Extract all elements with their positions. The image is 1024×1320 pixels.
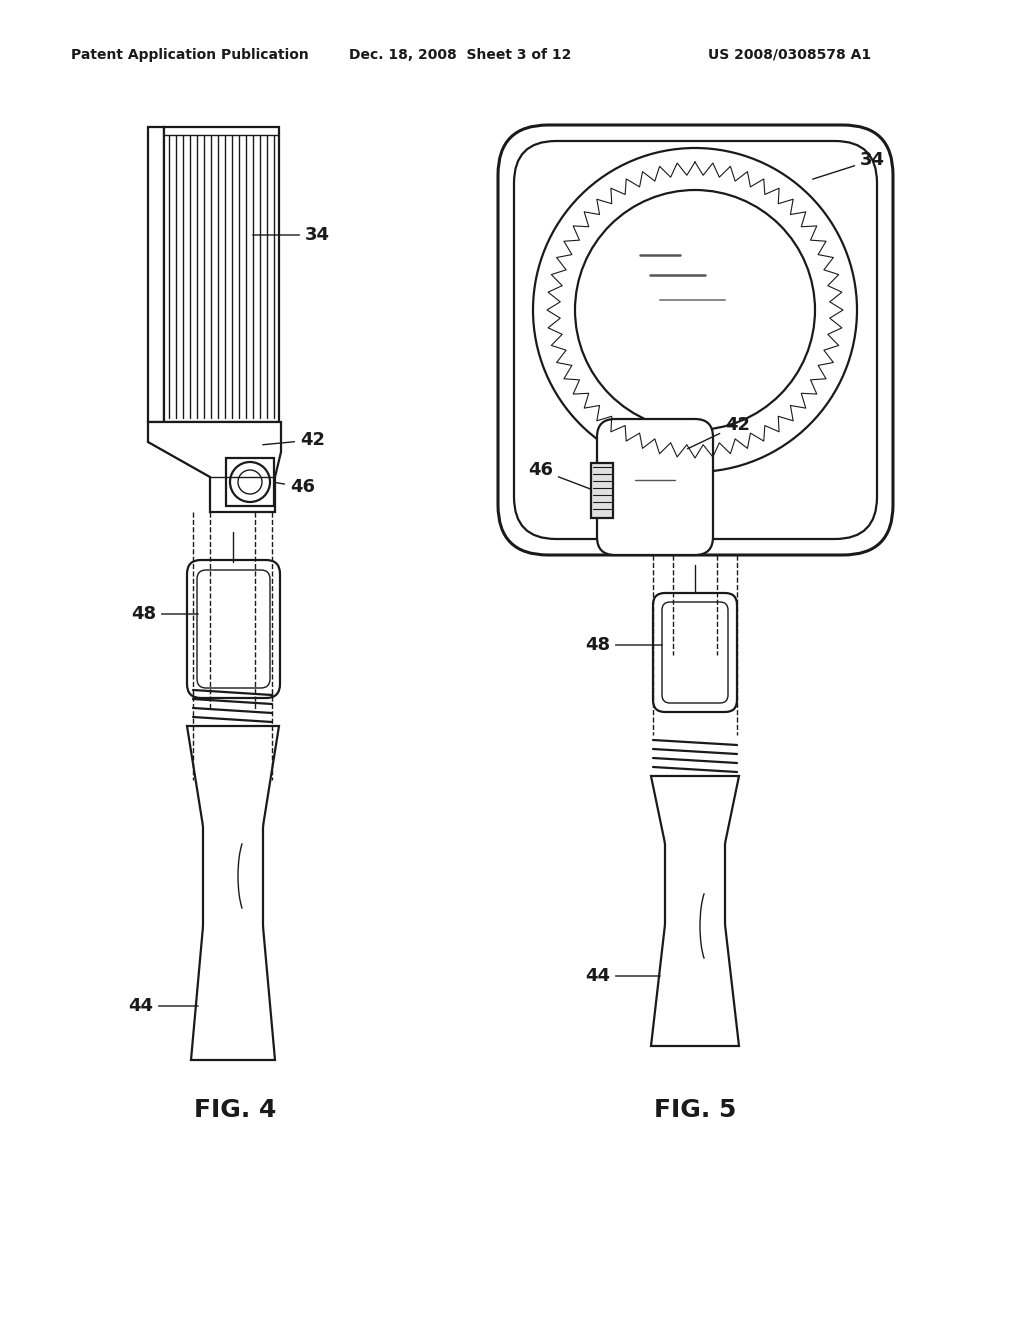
Bar <box>164 127 279 422</box>
Circle shape <box>238 470 262 494</box>
Text: 44: 44 <box>128 997 199 1015</box>
Text: 46: 46 <box>528 461 591 488</box>
FancyBboxPatch shape <box>662 602 728 704</box>
FancyBboxPatch shape <box>653 593 737 711</box>
Circle shape <box>230 462 270 502</box>
Text: 48: 48 <box>131 605 199 623</box>
Circle shape <box>534 148 857 473</box>
Text: 48: 48 <box>585 636 663 653</box>
Text: Dec. 18, 2008  Sheet 3 of 12: Dec. 18, 2008 Sheet 3 of 12 <box>349 48 571 62</box>
Text: FIG. 5: FIG. 5 <box>653 1098 736 1122</box>
Text: 34: 34 <box>253 226 330 244</box>
Bar <box>226 458 274 506</box>
Text: 34: 34 <box>813 150 885 180</box>
Bar <box>225 562 241 574</box>
FancyBboxPatch shape <box>498 125 893 554</box>
Text: FIG. 4: FIG. 4 <box>194 1098 276 1122</box>
Text: US 2008/0308578 A1: US 2008/0308578 A1 <box>709 48 871 62</box>
Text: 46: 46 <box>274 478 315 496</box>
Bar <box>591 463 613 517</box>
Text: 42: 42 <box>687 416 750 449</box>
FancyBboxPatch shape <box>597 418 713 554</box>
FancyBboxPatch shape <box>187 560 280 698</box>
Circle shape <box>575 190 815 430</box>
Text: Patent Application Publication: Patent Application Publication <box>71 48 309 62</box>
Text: 42: 42 <box>263 432 325 449</box>
Polygon shape <box>187 726 279 1060</box>
Bar <box>148 127 164 422</box>
Bar <box>687 593 703 605</box>
FancyBboxPatch shape <box>197 570 270 688</box>
FancyBboxPatch shape <box>514 141 877 539</box>
Circle shape <box>238 470 262 494</box>
Polygon shape <box>651 776 739 1045</box>
Polygon shape <box>148 422 281 512</box>
Text: 44: 44 <box>585 968 660 985</box>
Circle shape <box>230 462 270 502</box>
